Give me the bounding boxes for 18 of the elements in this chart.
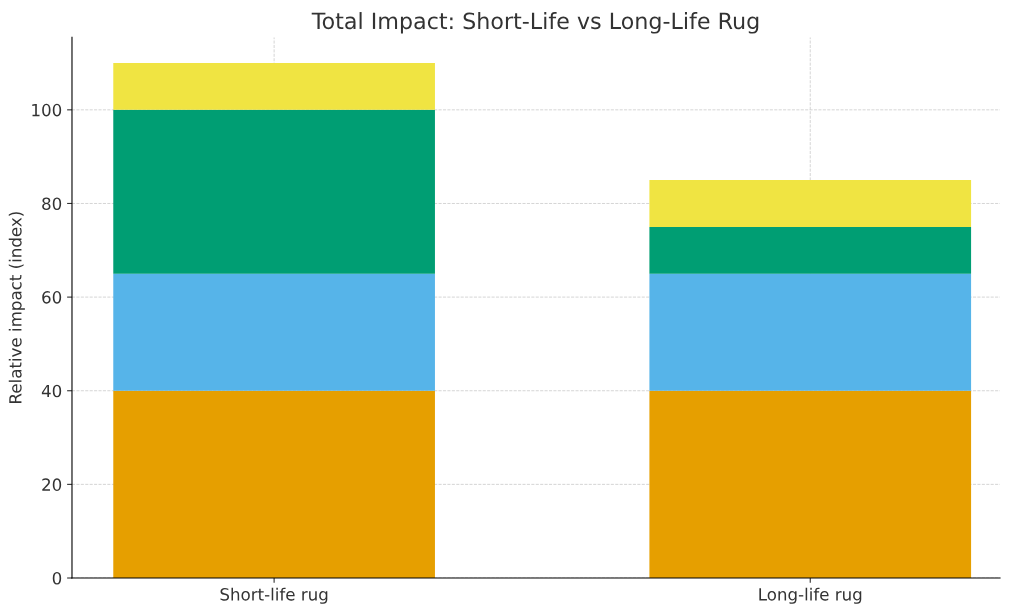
- bar: [113, 273, 435, 391]
- bar: [113, 63, 435, 110]
- chart-title: Total Impact: Short-Life vs Long-Life Rug: [311, 12, 759, 34]
- x-tick-label: Long-life rug: [759, 587, 862, 604]
- bar: [113, 109, 435, 274]
- x-tick-label: Short-life rug: [220, 587, 328, 604]
- y-tick-label: 0: [52, 571, 62, 585]
- y-axis-title: Relative impact (index): [8, 212, 25, 403]
- bar: [649, 226, 972, 274]
- y-tick-label: 80: [42, 197, 62, 211]
- bar: [649, 390, 972, 579]
- bar: [649, 273, 972, 391]
- y-tick-label: 60: [42, 291, 62, 304]
- y-tick-label: 40: [41, 384, 62, 398]
- y-tick-label: 20: [42, 478, 62, 491]
- y-tick-label: 100: [32, 103, 62, 117]
- bar: [649, 180, 972, 227]
- bar: [113, 390, 435, 579]
